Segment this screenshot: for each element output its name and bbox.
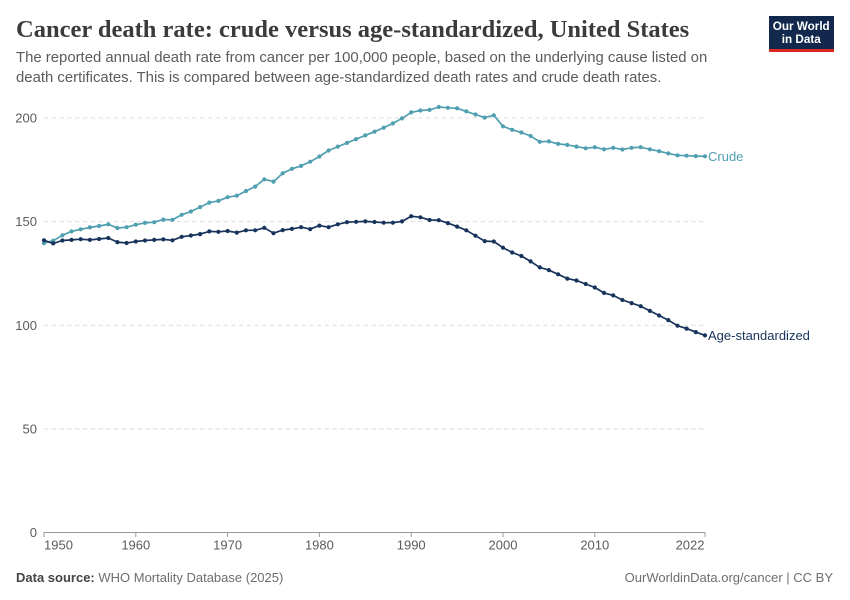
svg-text:2010: 2010 bbox=[580, 538, 609, 553]
svg-text:1960: 1960 bbox=[121, 538, 150, 553]
svg-text:150: 150 bbox=[15, 214, 37, 229]
svg-text:Age-standardized: Age-standardized bbox=[708, 328, 810, 343]
svg-text:1990: 1990 bbox=[397, 538, 426, 553]
svg-text:1950: 1950 bbox=[44, 538, 73, 553]
svg-text:50: 50 bbox=[23, 421, 37, 436]
svg-text:2000: 2000 bbox=[489, 538, 518, 553]
svg-text:100: 100 bbox=[15, 318, 37, 333]
svg-text:Crude: Crude bbox=[708, 149, 743, 164]
svg-text:1970: 1970 bbox=[213, 538, 242, 553]
svg-text:2022: 2022 bbox=[676, 538, 705, 553]
svg-text:1980: 1980 bbox=[305, 538, 334, 553]
svg-text:0: 0 bbox=[30, 525, 37, 540]
svg-text:200: 200 bbox=[15, 111, 37, 126]
